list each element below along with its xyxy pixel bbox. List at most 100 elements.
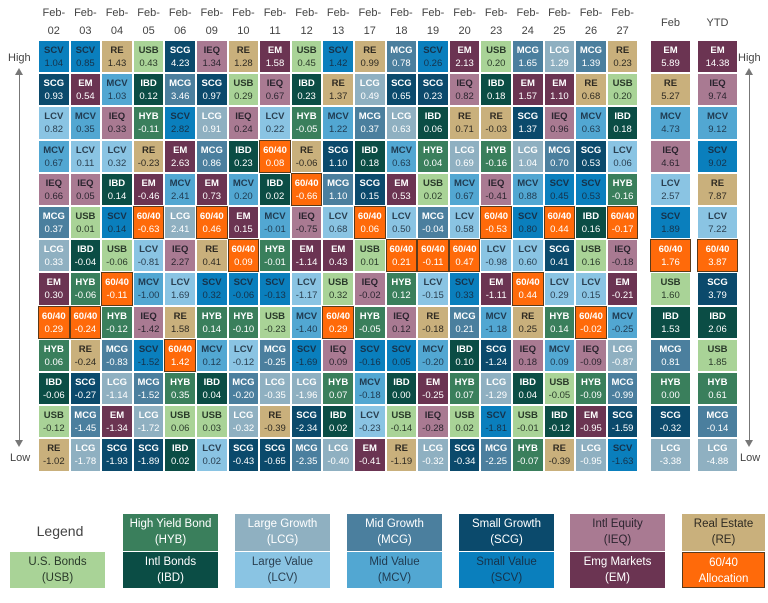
- return-value: -1.24: [485, 356, 508, 368]
- asset-code: LCV: [233, 343, 253, 355]
- return-value: -0.25: [264, 356, 286, 368]
- asset-code: SCG: [549, 244, 570, 256]
- return-value: -0.09: [580, 390, 602, 401]
- legend-item-usb: U.S. Bonds (USB): [10, 552, 105, 588]
- asset-code: 60/40: [168, 343, 193, 355]
- legend-title: Legend: [36, 523, 84, 539]
- asset-code: IBD: [140, 78, 157, 90]
- asset-code: IEQ: [45, 177, 62, 189]
- return-value: 0.41: [202, 257, 222, 269]
- return-value: -1.81: [485, 423, 508, 435]
- legend-code: (SCG): [490, 534, 523, 546]
- cell-mcg: MCG 1.65: [512, 40, 544, 74]
- return-value: -0.02: [580, 323, 602, 335]
- return-value: 2.82: [170, 124, 190, 136]
- return-value: 0.86: [202, 157, 222, 169]
- cell-hyb: HYB -0.06: [69, 272, 102, 306]
- return-value: 0.15: [581, 290, 601, 302]
- cell-em: EM -0.25: [417, 372, 449, 406]
- legend-code: (LCV): [267, 572, 298, 584]
- cell-lcg: LCG -0.95: [575, 438, 607, 472]
- return-value: 0.02: [455, 423, 474, 435]
- return-value: 0.23: [613, 58, 632, 69]
- cell-mcv: MCV 9.12: [697, 106, 738, 140]
- columns-header: Feb-19: [421, 7, 445, 37]
- return-value: 0.04: [518, 390, 538, 401]
- asset-code: HYB: [660, 377, 681, 388]
- asset-code: EM: [520, 78, 535, 90]
- cell-usb: USB 0.02: [417, 172, 449, 206]
- asset-code: IBD: [77, 244, 94, 256]
- return-value: -0.46: [137, 190, 160, 202]
- cell-mcv: MCV 0.63: [385, 139, 418, 173]
- cell-scv: SCV 0.26: [417, 40, 449, 74]
- cell-scv: SCV 0.14: [101, 206, 133, 240]
- asset-code: SCV: [75, 45, 96, 56]
- asset-code: SCG: [454, 443, 475, 455]
- asset-code: RE: [710, 177, 725, 189]
- cell-lcv: LCV 0.50: [385, 206, 418, 240]
- return-value: -0.16: [485, 157, 508, 169]
- asset-code: LCV: [518, 244, 538, 256]
- return-value: -1.29: [485, 390, 508, 401]
- cell-60-40: 60/40 0.29: [322, 305, 354, 339]
- return-value: 2.41: [170, 190, 190, 202]
- cell-usb: USB 0.43: [132, 40, 165, 74]
- asset-code: HYB: [201, 310, 222, 322]
- legend-label: Large Value: [251, 556, 314, 568]
- asset-code: LCG: [170, 211, 191, 222]
- return-value: 0.58: [455, 224, 474, 235]
- arrow-up-icon: [15, 68, 23, 75]
- return-value: 0.26: [423, 58, 443, 69]
- asset-code: USB: [422, 177, 444, 189]
- cell-scg: SCG 0.23: [417, 73, 449, 107]
- return-value: -0.27: [74, 390, 97, 401]
- cell-ieq: IEQ 4.61: [650, 139, 691, 173]
- asset-code: MCG: [548, 144, 571, 156]
- asset-code: MCG: [516, 45, 539, 56]
- legend-item-scg: Small Growth (SCG): [459, 514, 554, 551]
- return-value: 0.09: [550, 356, 569, 368]
- cell-mcv: MCV -1.18: [480, 305, 512, 339]
- return-value: 0.68: [581, 91, 601, 103]
- return-value: -0.43: [232, 456, 255, 468]
- asset-code: USB: [75, 211, 96, 222]
- asset-code: LCV: [455, 211, 475, 222]
- cell-mcv: MCV 0.67: [38, 139, 70, 173]
- asset-code: USB: [707, 343, 728, 355]
- asset-code: MCV: [612, 310, 634, 322]
- return-value: -1.69: [295, 356, 318, 368]
- return-value: -1.14: [295, 257, 318, 269]
- asset-code: RE: [236, 45, 250, 56]
- return-value: 7.87: [708, 190, 727, 202]
- cell-mcg: MCG 0.21: [448, 305, 481, 339]
- asset-code: RE: [552, 443, 566, 455]
- asset-code: EM: [331, 244, 346, 256]
- return-value: 0.37: [44, 224, 64, 235]
- cell-60-40: 60/40 1.42: [164, 338, 196, 372]
- return-value: -0.25: [611, 323, 634, 335]
- cell-scg: SCG 1.37: [512, 106, 544, 140]
- legend-code: (SCV): [490, 572, 523, 584]
- asset-code: USB: [328, 277, 349, 289]
- cell-hyb: HYB -0.11: [132, 106, 165, 140]
- cell-lcg: LCG 0.63: [385, 106, 418, 140]
- cell-60-40: 60/40 0.47: [448, 239, 481, 273]
- asset-code: MCV: [74, 111, 96, 123]
- legend-label: High Yield Bond: [129, 518, 212, 530]
- return-value: -0.18: [611, 257, 634, 269]
- asset-code: EM: [141, 177, 156, 189]
- cell-mcv: MCV -0.25: [606, 305, 639, 339]
- cell-ieq: IEQ 1.34: [196, 40, 228, 74]
- asset-code: MCV: [548, 343, 570, 355]
- cell-mcv: MCV 2.41: [164, 172, 196, 206]
- cell-mcv: MCV 0.63: [575, 106, 607, 140]
- legend-item-mcg: Mid Growth (MCG): [347, 514, 442, 551]
- asset-code: EM: [362, 443, 377, 455]
- cell-ieq: IEQ -0.41: [480, 172, 512, 206]
- cell-scv: SCV 0.45: [543, 172, 576, 206]
- cell-re: RE 0.23: [606, 40, 639, 74]
- cell-scg: SCG 1.10: [322, 139, 354, 173]
- return-value: -0.39: [264, 423, 286, 435]
- return-value: -0.06: [106, 257, 128, 269]
